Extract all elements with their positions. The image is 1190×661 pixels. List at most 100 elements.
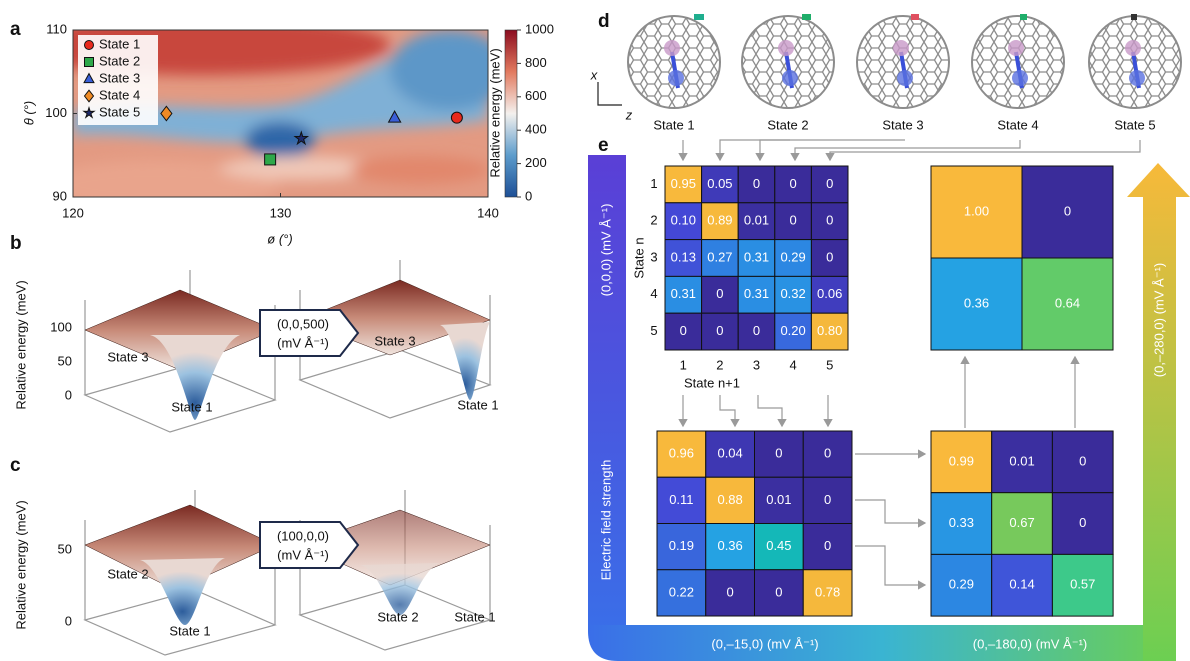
y-tick-label: 90 bbox=[53, 188, 67, 203]
z-tick-label: 100 bbox=[50, 319, 72, 334]
cell-value: 0.80 bbox=[817, 323, 842, 338]
cell-value: 0 bbox=[789, 213, 796, 228]
state-label: State 1 bbox=[454, 609, 495, 624]
cell-value: 0.22 bbox=[669, 584, 694, 599]
atom bbox=[778, 40, 794, 56]
state-marker bbox=[265, 154, 276, 165]
colorbar bbox=[505, 30, 517, 197]
cell-value: 0.57 bbox=[1070, 577, 1095, 592]
row-axis-label: State n bbox=[631, 237, 646, 278]
cell-value: 0 bbox=[826, 176, 833, 191]
cell-value: 0.89 bbox=[707, 213, 732, 228]
cell-value: 0 bbox=[753, 176, 760, 191]
cell-value: 0.29 bbox=[949, 577, 974, 592]
colorbar-tick-label: 200 bbox=[525, 155, 547, 170]
y-axis-label: θ (°) bbox=[21, 101, 36, 126]
axes-icon bbox=[598, 82, 622, 105]
cell-value: 0 bbox=[824, 538, 831, 553]
field-unit: (mV Å⁻¹) bbox=[277, 335, 329, 350]
field-label: (0,0,0) (mV Å⁻¹) bbox=[598, 204, 613, 297]
state-label: State 1 bbox=[169, 623, 210, 638]
cell-value: 0 bbox=[1079, 515, 1086, 530]
x-tick-label: 140 bbox=[477, 205, 499, 220]
field-unit: (mV Å⁻¹) bbox=[277, 547, 329, 562]
z-tick-label: 50 bbox=[58, 541, 72, 556]
cell-value: 0.19 bbox=[669, 538, 694, 553]
col-label: 3 bbox=[753, 357, 760, 372]
state-label: State 3 bbox=[107, 349, 148, 364]
z-tick-label: 0 bbox=[65, 613, 72, 628]
cell-value: 0 bbox=[1079, 453, 1086, 468]
atom bbox=[1125, 40, 1141, 56]
cell-value: 0.95 bbox=[671, 176, 696, 191]
tip bbox=[1020, 14, 1027, 20]
state-label: State 1 bbox=[457, 397, 498, 412]
cell-value: 0.11 bbox=[669, 492, 693, 507]
fullerene bbox=[628, 14, 720, 108]
row-label: 5 bbox=[650, 323, 657, 338]
atom bbox=[668, 70, 684, 86]
state-caption: State 3 bbox=[882, 117, 923, 132]
field-value: (100,0,0) bbox=[277, 528, 329, 543]
cell-value: 0.10 bbox=[671, 213, 696, 228]
colorbar-tick-label: 1000 bbox=[525, 21, 554, 36]
legend-marker bbox=[85, 41, 94, 50]
axis-title: Electric field strength bbox=[598, 460, 613, 581]
cell-value: 0.13 bbox=[671, 249, 696, 264]
row-label: 4 bbox=[650, 286, 657, 301]
cell-value: 0.27 bbox=[707, 249, 732, 264]
colorbar-tick-label: 800 bbox=[525, 55, 547, 70]
cell-value: 0 bbox=[716, 323, 723, 338]
cell-value: 0.14 bbox=[1009, 577, 1034, 592]
tip bbox=[694, 14, 704, 20]
field-label: (0,–280,0) (mV Å⁻¹) bbox=[1151, 263, 1166, 378]
y-axis-label: Relative energy (meV) bbox=[13, 280, 28, 409]
atom bbox=[1008, 40, 1024, 56]
col-label: 4 bbox=[789, 357, 796, 372]
cell-value: 0 bbox=[824, 446, 831, 461]
cell-value: 0.06 bbox=[817, 286, 842, 301]
fullerene bbox=[857, 14, 949, 108]
state-label: State 3 bbox=[374, 333, 415, 348]
field-value: (0,0,500) bbox=[277, 316, 329, 331]
legend-label: State 2 bbox=[99, 53, 140, 68]
figure: a θ (°) ø (°) Relative energy (meV) b Re… bbox=[0, 0, 1190, 661]
axis-x: x bbox=[590, 67, 598, 82]
legend-label: State 3 bbox=[99, 70, 140, 85]
fullerene bbox=[972, 14, 1064, 108]
state-caption: State 4 bbox=[997, 117, 1038, 132]
x-tick-label: 120 bbox=[62, 205, 84, 220]
cell-value: 0 bbox=[680, 323, 687, 338]
cell-value: 0 bbox=[824, 492, 831, 507]
cell-value: 0 bbox=[753, 323, 760, 338]
cell-value: 0.45 bbox=[766, 538, 791, 553]
tip bbox=[911, 14, 919, 20]
cell-value: 0 bbox=[789, 176, 796, 191]
fullerene bbox=[742, 14, 834, 108]
cell-value: 0.96 bbox=[669, 446, 694, 461]
panel-label: a bbox=[10, 19, 21, 40]
tip bbox=[1131, 14, 1137, 20]
panel-label: d bbox=[598, 11, 610, 32]
cell-value: 0.32 bbox=[780, 286, 805, 301]
cell-value: 0.05 bbox=[707, 176, 732, 191]
cell-value: 0 bbox=[826, 213, 833, 228]
cell-value: 0.04 bbox=[717, 446, 742, 461]
panel-label: e bbox=[598, 135, 609, 156]
colorbar-tick-label: 0 bbox=[525, 188, 532, 203]
state-marker bbox=[451, 112, 462, 123]
cell-value: 0.64 bbox=[1055, 295, 1080, 310]
row-label: 2 bbox=[650, 213, 657, 228]
cell-value: 0.67 bbox=[1009, 515, 1034, 530]
z-tick-label: 0 bbox=[65, 387, 72, 402]
state-caption: State 5 bbox=[1114, 117, 1155, 132]
atom bbox=[1012, 70, 1028, 86]
cell-value: 0.20 bbox=[780, 323, 805, 338]
cell-value: 0 bbox=[716, 286, 723, 301]
field-label: (0,–180,0) (mV Å⁻¹) bbox=[973, 636, 1088, 651]
tip bbox=[802, 14, 811, 20]
colorbar-label: Relative energy (meV) bbox=[487, 48, 502, 177]
atom bbox=[782, 70, 798, 86]
cell-value: 0 bbox=[826, 249, 833, 264]
col-label: 1 bbox=[680, 357, 687, 372]
